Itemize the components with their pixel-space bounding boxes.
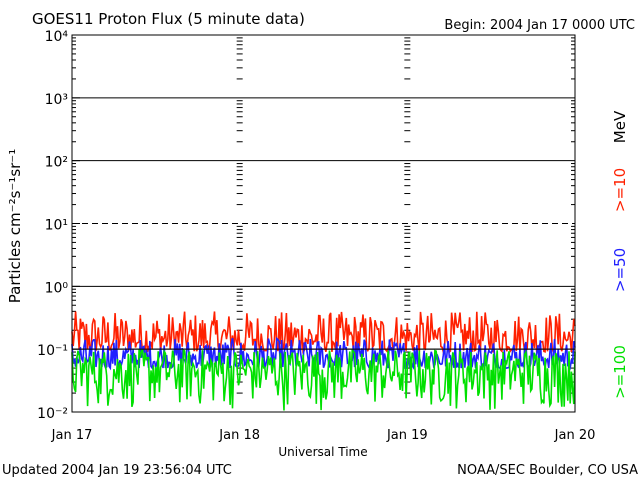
legend: MeV >=10 >=50 >=100 [611,110,629,399]
legend-entry: >=10 [611,168,629,212]
x-tick-label: Jan 19 [386,428,428,443]
y-tick-label: 10³ [45,92,68,108]
x-tick-label: Jan 17 [51,428,93,443]
legend-entry: >=50 [611,248,629,292]
y-tick-label: 10⁻¹ [37,343,68,359]
y-tick-label: 10⁻² [37,406,68,422]
y-tick-label: 10⁴ [45,29,69,45]
source-label: NOAA/SEC Boulder, CO USA [457,463,638,478]
x-tick-labels: Jan 17 Jan 18 Jan 19 Jan 20 [51,428,596,443]
labels-layer: GOES11 Proton Flux (5 minute data) Begin… [2,10,638,478]
x-tick-label: Jan 20 [554,428,596,443]
updated-label: Updated 2004 Jan 19 23:56:04 UTC [2,463,232,478]
y-tick-label: 10² [45,155,68,171]
y-axis-title: Particles cm⁻²s⁻¹sr⁻¹ [6,149,24,303]
series-line-10 [71,311,576,355]
chart-title: GOES11 Proton Flux (5 minute data) [32,10,305,28]
y-tick-labels: 10⁻² 10⁻¹ 10⁰ 10¹ 10² 10³ 10⁴ [37,29,68,422]
frame-layer [71,34,576,413]
begin-label: Begin: 2004 Jan 17 0000 UTC [444,18,635,33]
legend-entry: >=100 [611,345,629,399]
series-layer [71,311,576,411]
x-tick-label: Jan 18 [218,428,260,443]
y-tick-label: 10⁰ [45,280,69,296]
legend-unit: MeV [611,110,629,143]
x-axis-title: Universal Time [278,445,367,459]
chart-grid [72,37,575,394]
y-tick-label: 10¹ [45,218,68,234]
series-line-100 [71,348,576,411]
